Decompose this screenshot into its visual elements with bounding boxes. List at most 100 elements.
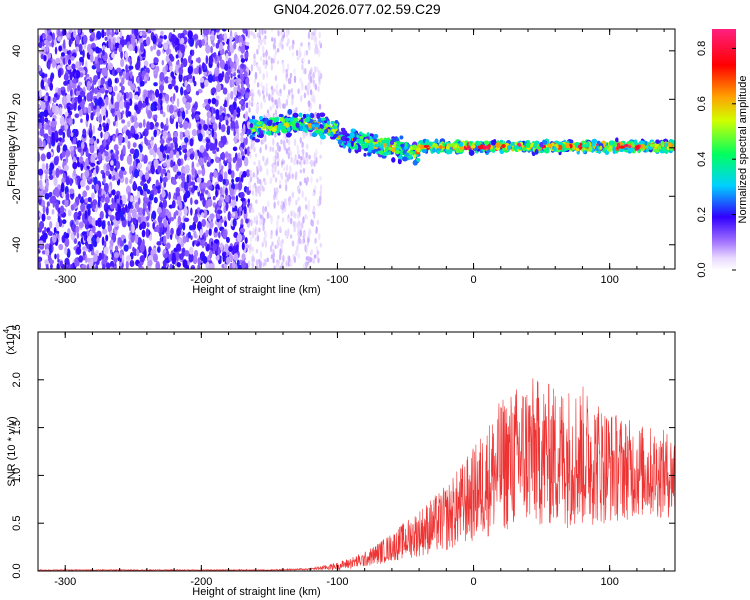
- spectrogram-cell: [243, 205, 247, 215]
- spectrogram-cell: [195, 90, 200, 96]
- spectrogram-cell: [129, 148, 136, 155]
- spectrogram-cell: [65, 192, 70, 201]
- spectrogram-cell: [250, 30, 253, 36]
- spectrogram-cell: [129, 71, 133, 79]
- spectrogram-cell: [219, 242, 224, 251]
- spectrogram-cell: [232, 245, 238, 256]
- spectrogram-cell: [225, 187, 228, 196]
- spectrogram-cell: [192, 221, 197, 231]
- spectrogram-cell: [231, 211, 236, 217]
- spectrogram-cell: [215, 156, 220, 163]
- spectrogram-cell: [38, 152, 41, 162]
- spectrogram-cell: [62, 219, 67, 225]
- spectrogram-cell: [266, 211, 270, 220]
- spectrogram-cell: [255, 259, 259, 267]
- spectrogram-cell: [38, 179, 43, 190]
- spectrogram-cell: [102, 114, 106, 121]
- spectrogram-cell: [110, 94, 114, 105]
- spectrogram-cell: [80, 203, 86, 213]
- spectrogram-cell: [207, 73, 214, 83]
- spectrogram-cell: [179, 123, 184, 129]
- spectrogram-cell: [301, 141, 304, 149]
- spectrogram-cell: [210, 36, 215, 41]
- spectrogram-cell: [241, 127, 246, 135]
- spectrogram-cell: [304, 204, 308, 210]
- spectrogram-cell: [102, 194, 105, 201]
- spectrogram-cell: [314, 29, 317, 35]
- spectrogram-cell: [307, 31, 311, 40]
- spectrogram-cell: [90, 112, 94, 121]
- spectrogram-cell: [280, 174, 284, 180]
- spectrogram-cell: [51, 208, 55, 215]
- spectrogram-cell: [319, 184, 323, 191]
- spectrogram-cell: [212, 195, 216, 201]
- spectrogram-cell: [131, 29, 135, 35]
- spectrogram-cell: [220, 218, 224, 223]
- spectrogram-cell: [264, 144, 268, 151]
- spectrogram-cell: [224, 243, 230, 254]
- spectrogram-cell: [105, 213, 109, 219]
- spectrogram-cell: [175, 121, 179, 130]
- spectrogram-cell: [128, 91, 133, 101]
- spectrogram-cell: [144, 171, 150, 181]
- spectrogram-cell: [75, 219, 79, 226]
- spectrogram-cell: [138, 71, 142, 78]
- spectrogram-cell: [82, 49, 85, 59]
- spectrogram-cell: [293, 158, 296, 166]
- spectrogram-cell: [237, 181, 243, 191]
- spectrogram-cell: [64, 246, 68, 255]
- spectrogram-cell: [109, 231, 113, 238]
- spectrogram-cell: [285, 260, 288, 267]
- spectrogram-cell: [292, 220, 296, 228]
- spectrogram-cell: [90, 257, 94, 267]
- spectrogram-cell: [296, 56, 300, 61]
- spectrogram-cell: [215, 95, 220, 100]
- spectrogram-cell: [278, 145, 281, 152]
- spectrogram-cell: [287, 217, 290, 223]
- spectrogram-cell: [272, 58, 275, 64]
- spectrogram-cell: [133, 195, 139, 201]
- spectrogram-cell: [262, 155, 265, 162]
- spectrogram-cell: [266, 168, 269, 176]
- spectrogram-cell: [112, 121, 116, 127]
- spectrogram-cell: [132, 142, 137, 148]
- spectrogram-cell: [252, 172, 255, 178]
- spectrogram-cell: [288, 77, 292, 85]
- spectrogram-cell: [55, 167, 60, 178]
- spectrogram-cell: [209, 213, 215, 220]
- spectrogram-cell: [188, 246, 194, 255]
- spectrogram-cell: [111, 169, 116, 176]
- spectrogram-cell: [314, 185, 317, 191]
- spectrogram-cell: [74, 113, 80, 119]
- spectrogram-cell: [150, 45, 154, 52]
- spectrogram-cell: [120, 234, 126, 240]
- spectrogram-cell: [284, 229, 287, 237]
- spectrogram-cell: [260, 101, 263, 110]
- spectrogram-cell: [105, 234, 109, 242]
- spectrogram-cell: [103, 125, 107, 133]
- spectrogram-cell: [285, 72, 288, 79]
- spectrogram-cell: [69, 177, 73, 187]
- spectrogram-cell: [303, 231, 306, 237]
- spectrogram-cell: [272, 173, 275, 179]
- spectrogram-cell: [138, 122, 143, 129]
- spectrogram-cell: [243, 71, 248, 78]
- spectrogram-cell: [172, 92, 176, 102]
- spectrogram-cell: [119, 199, 123, 205]
- spectrogram-cell: [214, 56, 218, 61]
- spectrogram-cell: [110, 41, 113, 51]
- spectrogram-cell: [279, 228, 282, 234]
- spectrogram-cell: [71, 79, 77, 84]
- spectrogram-cell: [87, 152, 91, 163]
- spectrogram-cell: [219, 54, 222, 62]
- spectrogram-cell: [258, 258, 261, 265]
- spectrogram-cell: [159, 144, 165, 153]
- spectrogram-cell: [163, 42, 169, 51]
- spectrogram-cell: [149, 148, 154, 156]
- spectrogram-cell: [208, 228, 212, 236]
- spectrogram-cell: [312, 79, 315, 84]
- spectrogram-cell: [306, 160, 309, 165]
- spectrogram-cell: [224, 63, 229, 71]
- spectrogram-cell: [235, 244, 239, 253]
- spectrogram-cell: [234, 87, 238, 97]
